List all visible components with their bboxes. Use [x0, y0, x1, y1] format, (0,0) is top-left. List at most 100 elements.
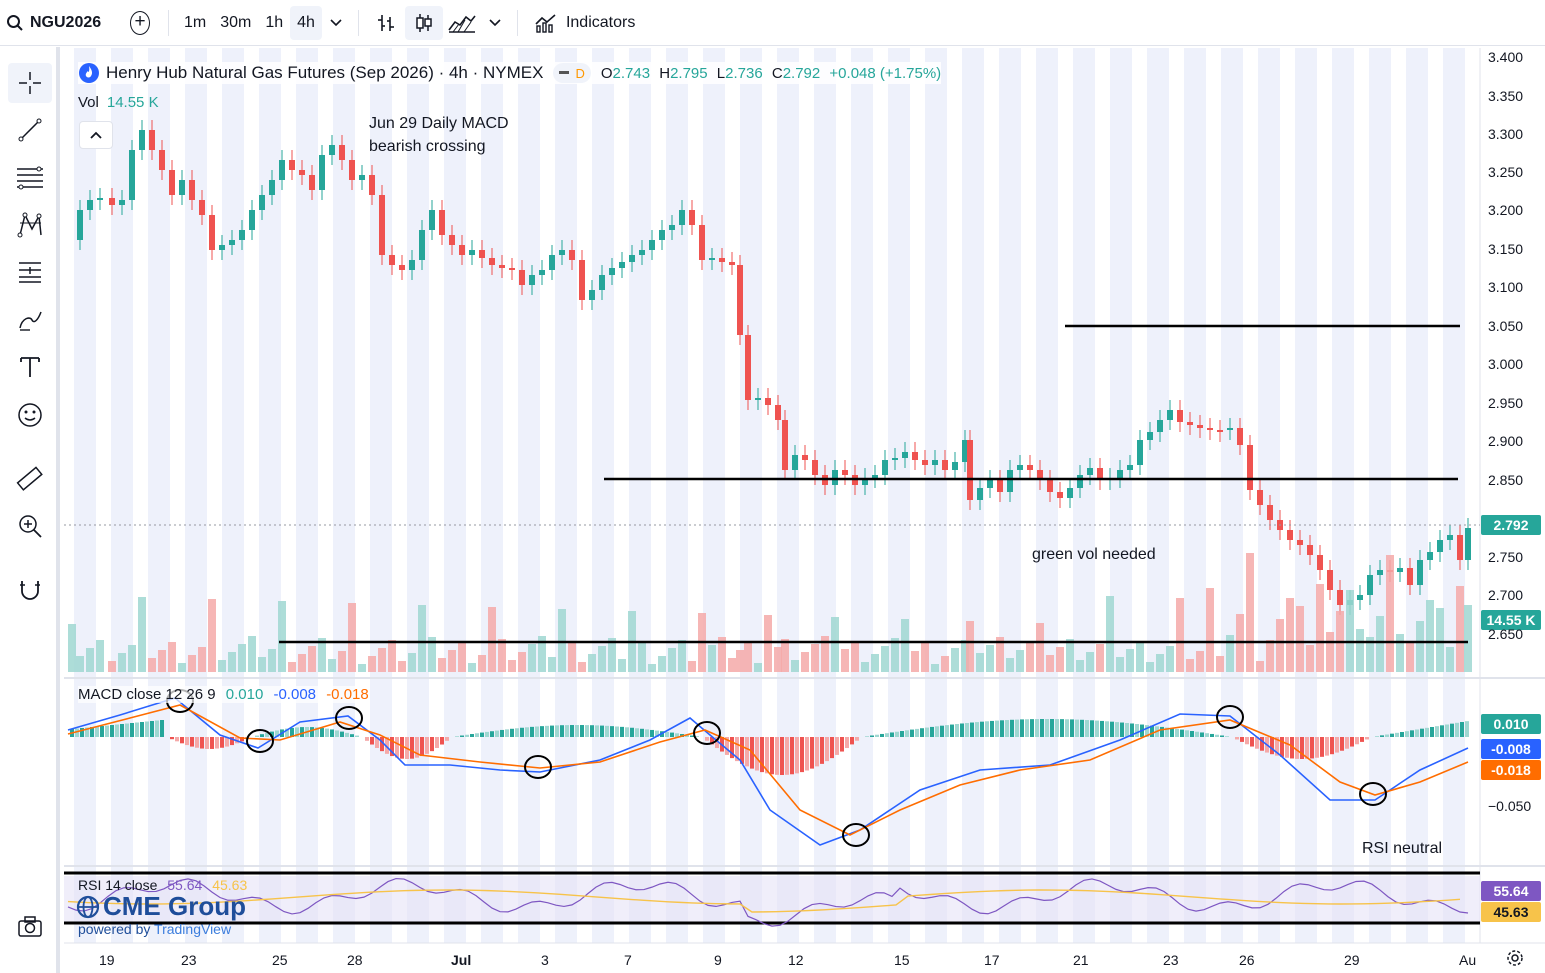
volume-bar	[468, 663, 476, 672]
macd-histogram-bar	[1055, 719, 1059, 737]
volume-bar	[298, 654, 306, 672]
volume-bar	[911, 651, 919, 672]
forecasting-tool[interactable]	[8, 252, 52, 292]
candle-body	[649, 240, 655, 250]
rsi-note[interactable]: RSI neutral	[1362, 840, 1443, 857]
macd-histogram-bar	[195, 737, 199, 748]
macd-histogram-bar	[355, 735, 359, 737]
legend-title[interactable]: Henry Hub Natural Gas Futures (Sep 2026)…	[106, 63, 544, 82]
area-chart-type-button[interactable]	[443, 6, 481, 40]
magnet-tool[interactable]	[8, 570, 52, 610]
macd-histogram-bar	[155, 720, 159, 737]
green-vol-note[interactable]: green vol needed	[1032, 546, 1156, 563]
trend-line-tool[interactable]	[8, 110, 52, 150]
volume-bar	[801, 652, 809, 672]
volume-bar	[338, 651, 346, 672]
macd-histogram-bar	[125, 723, 129, 737]
crosshair-tool[interactable]	[8, 63, 52, 103]
chart-canvas[interactable]	[64, 48, 1545, 973]
rsi-legend: RSI 14 close 55.64 45.63	[78, 877, 247, 893]
macd-histogram-bar	[850, 737, 854, 745]
vol-label[interactable]: Vol	[78, 94, 99, 111]
fib-tool[interactable]	[8, 158, 52, 198]
macd-histogram-bar	[880, 733, 884, 737]
bar-chart-type-button[interactable]	[367, 6, 405, 40]
interval-4h[interactable]: 4h	[290, 5, 322, 40]
macd-histogram-bar	[1090, 720, 1094, 737]
data-status-badge[interactable]: D	[553, 63, 591, 83]
macd-histogram-bar	[555, 725, 559, 737]
volume-bar	[871, 654, 879, 672]
axis-settings-button[interactable]	[1500, 945, 1530, 971]
macd-histogram-bar	[200, 737, 204, 749]
text-tool[interactable]	[8, 347, 52, 387]
session-band	[1369, 48, 1391, 943]
volume-bar	[228, 652, 236, 672]
crossing-marker	[842, 823, 870, 847]
candle-body	[737, 265, 743, 335]
volume-bar	[638, 643, 646, 672]
volume-bar	[1026, 642, 1034, 672]
candle-body	[219, 245, 225, 250]
macd-histogram-bar	[775, 737, 779, 775]
volume-bar	[158, 650, 166, 672]
interval-dropdown[interactable]	[322, 6, 350, 40]
emoji-tool[interactable]	[8, 395, 52, 435]
compare-symbol-button[interactable]: +	[122, 6, 150, 40]
macd-histogram-bar	[365, 737, 369, 741]
indicators-button[interactable]: Indicators	[526, 6, 643, 40]
volume-bar	[1436, 608, 1444, 672]
cme-text: CME Group	[103, 891, 246, 921]
interval-1h[interactable]: 1h	[265, 13, 284, 31]
screenshot-button[interactable]	[8, 907, 52, 947]
macd-histogram-bar	[895, 731, 899, 737]
interval-1m[interactable]: 1m	[184, 13, 207, 31]
zoom-tool[interactable]	[8, 506, 52, 546]
volume-bar	[668, 648, 676, 672]
candle-body	[449, 235, 455, 245]
macd-histogram-bar	[1240, 737, 1244, 742]
volume-bar	[881, 646, 889, 672]
volume-bar	[618, 659, 626, 672]
volume-bar	[648, 664, 656, 672]
candles-chart-type-button[interactable]	[404, 5, 443, 40]
volume-bar	[398, 661, 406, 672]
macd-label[interactable]: MACD close 12 26 9	[78, 686, 216, 703]
macd-histogram-bar	[370, 737, 374, 745]
macd-histogram-bar	[90, 727, 94, 737]
brush-tool[interactable]	[8, 300, 52, 340]
interval-30m[interactable]: 30m	[220, 13, 252, 31]
candle-body	[1287, 530, 1293, 540]
macd-histogram-bar	[885, 733, 889, 737]
volume-bar	[774, 647, 782, 672]
macd-histogram-bar	[600, 725, 604, 737]
macd-histogram-bar	[495, 730, 499, 737]
macd-histogram-bar	[390, 737, 394, 757]
tradingview-text: TradingView	[154, 921, 232, 937]
volume-bar	[268, 649, 276, 672]
rsi-label[interactable]: RSI 14 close	[78, 877, 158, 893]
time-axis-label: 23	[1163, 952, 1179, 968]
gear-icon	[1507, 950, 1523, 966]
candle-body	[539, 270, 545, 275]
time-axis-label: 17	[984, 952, 1000, 968]
rsi-tag: 55.64	[1481, 881, 1541, 901]
pattern-tool[interactable]	[8, 205, 52, 245]
session-band	[629, 48, 651, 943]
candle-body	[709, 258, 715, 260]
symbol-search[interactable]: NGU2026	[0, 6, 122, 40]
candle-body	[812, 460, 818, 475]
macd-histogram-bar	[1460, 722, 1464, 737]
macd-histogram-bar	[1150, 725, 1154, 737]
chart-type-dropdown[interactable]	[481, 6, 509, 40]
candle-body	[1177, 410, 1183, 422]
macd-histogram-bar	[625, 727, 629, 737]
measure-tool[interactable]	[8, 459, 52, 499]
macd-note[interactable]: Jun 29 Daily MACD bearish crossing	[369, 112, 509, 158]
symbol-label: NGU2026	[30, 13, 102, 31]
macd-histogram-bar	[265, 732, 269, 737]
collapse-legend-button[interactable]	[79, 121, 113, 149]
macd-histogram-bar	[645, 729, 649, 737]
macd-histogram-bar	[1380, 735, 1384, 737]
macd-histogram-bar	[1000, 720, 1004, 737]
